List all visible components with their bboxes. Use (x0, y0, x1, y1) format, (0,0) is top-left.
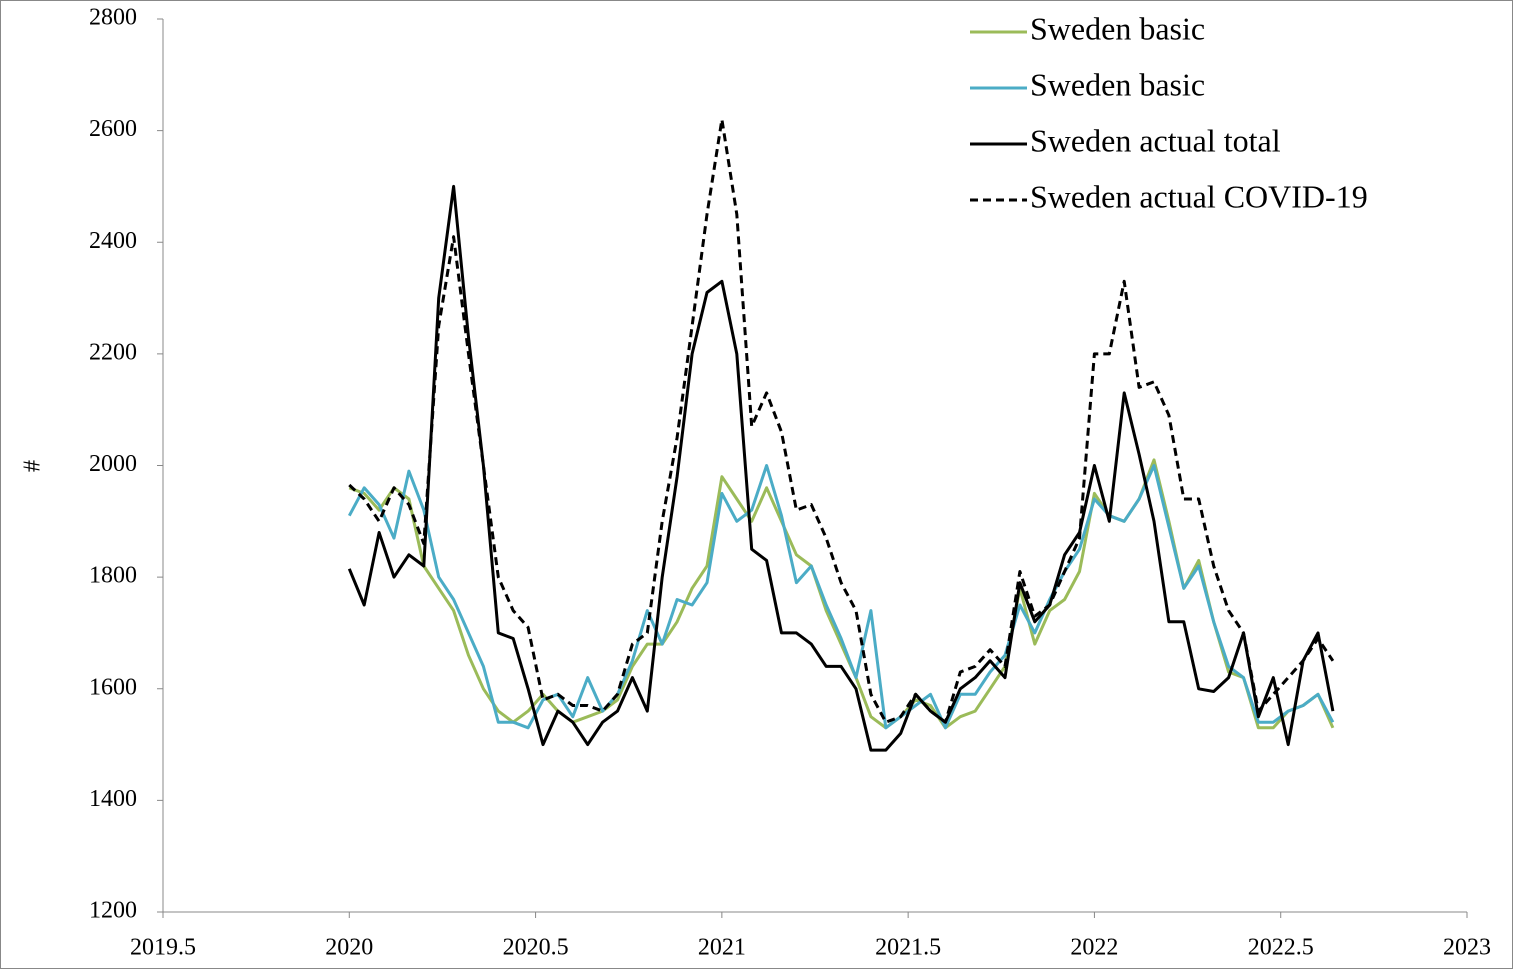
y-tick-label: 1600 (89, 674, 137, 700)
legend-label: Sweden basic (1030, 10, 1205, 46)
x-tick-label: 2022.5 (1248, 935, 1314, 961)
x-tick-label: 2019.5 (130, 935, 196, 961)
y-tick-label: 2800 (89, 5, 137, 31)
y-tick-label: 1200 (89, 898, 137, 924)
series-line (347, 184, 1335, 752)
x-tick-label: 2021 (698, 935, 746, 961)
y-axis-label: # (20, 460, 46, 472)
x-tick-label: 2020 (325, 935, 373, 961)
x-tick-label: 2023 (1443, 935, 1491, 961)
x-tick-label: 2021.5 (875, 935, 941, 961)
x-tick-label: 2022 (1070, 935, 1118, 961)
y-tick-label: 1400 (89, 786, 137, 812)
legend-label: Sweden basic (1030, 66, 1205, 102)
series-line (348, 118, 1335, 724)
y-tick-label: 2600 (89, 116, 137, 142)
series-line (347, 464, 1335, 730)
y-tick-label: 1800 (89, 563, 137, 589)
y-tick-label: 2200 (89, 339, 137, 365)
legend-label: Sweden actual COVID-19 (1030, 178, 1368, 214)
y-tick-label: 2400 (89, 228, 137, 254)
legend-label: Sweden actual total (1030, 122, 1281, 158)
x-tick-label: 2020.5 (503, 935, 569, 961)
y-tick-label: 2000 (89, 451, 137, 477)
